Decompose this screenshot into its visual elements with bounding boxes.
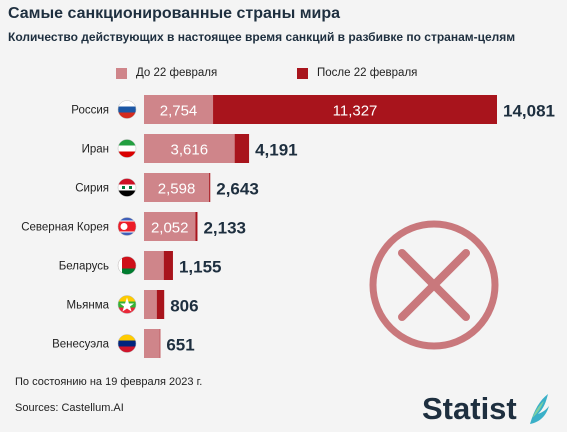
bar-label-before: 2,598 xyxy=(158,181,196,198)
category-label: Сирия xyxy=(75,183,109,195)
legend-swatch-before xyxy=(116,67,127,79)
chart-title: Самые санкционированные страны мира xyxy=(8,5,341,22)
bar-chart: Россия 2,754 11,327 14,081 Иран 3,616 4,191 Сир… xyxy=(21,95,555,358)
bar-before xyxy=(144,173,210,202)
legend-item-before: До 22 февраля xyxy=(116,67,217,79)
total-label: 1,155 xyxy=(179,258,222,277)
bar-before xyxy=(144,329,160,358)
statista-logo: Statist xyxy=(422,388,550,428)
bar-before xyxy=(144,251,164,280)
bar-after xyxy=(163,251,173,280)
bar-after xyxy=(213,95,497,124)
category-label: Беларусь xyxy=(59,261,109,273)
total-label: 2,133 xyxy=(203,219,246,238)
total-label: 2,643 xyxy=(216,180,259,199)
iran-flag-icon xyxy=(118,139,136,158)
category-label: Иран xyxy=(82,144,109,156)
category-label: Мьянма xyxy=(67,300,110,312)
total-label: 4,191 xyxy=(255,141,298,160)
total-label: 14,081 xyxy=(503,102,555,121)
bar-label-after: 11,327 xyxy=(333,103,378,120)
source-note: Sources: Castellum.AI xyxy=(15,402,124,414)
bar-before xyxy=(144,212,196,241)
belarus-flag-icon xyxy=(118,256,136,275)
cross-circle-icon xyxy=(369,220,499,350)
bar-before xyxy=(144,290,157,319)
flag-outline xyxy=(117,256,137,275)
flag-outline xyxy=(117,100,137,119)
category-label: Северная Корея xyxy=(21,222,109,234)
bar-before xyxy=(144,134,235,163)
flag-outline xyxy=(117,334,137,353)
bar-after xyxy=(195,212,198,241)
svg-text:Statist: Statist xyxy=(422,391,517,426)
legend-item-after: После 22 февраля xyxy=(297,67,417,79)
flag-outline xyxy=(117,139,137,158)
bar-after xyxy=(156,290,165,319)
category-label: Россия xyxy=(71,105,109,117)
flag-outline xyxy=(117,217,137,236)
legend-label-before: До 22 февраля xyxy=(136,67,218,79)
bar-label-before: 2,052 xyxy=(151,220,189,237)
flag-outline xyxy=(117,178,137,197)
legend-swatch-after xyxy=(297,67,308,79)
venezuela-flag-icon xyxy=(118,334,136,353)
total-label: 651 xyxy=(166,336,194,355)
bar-after xyxy=(234,134,250,163)
chart-subtitle: Количество действующих в настоящее время… xyxy=(8,30,516,44)
statista-logo-mark: Statist xyxy=(422,391,549,426)
date-note: По состоянию на 19 февраля 2023 г. xyxy=(15,376,203,388)
legend-label-after: После 22 февраля xyxy=(317,67,418,79)
flag-outline xyxy=(117,295,137,314)
myanmar-flag-icon xyxy=(118,295,136,314)
north-korea-flag-icon xyxy=(118,217,136,236)
bar-after xyxy=(159,329,161,358)
bar-before xyxy=(144,95,214,124)
bar-label-before: 2,754 xyxy=(160,103,198,120)
category-label: Венесуэла xyxy=(52,339,110,351)
bar-after xyxy=(209,173,211,202)
syria-flag-icon xyxy=(118,178,136,197)
russia-flag-icon xyxy=(118,100,136,119)
bar-label-before: 3,616 xyxy=(171,142,209,159)
total-label: 806 xyxy=(170,297,198,316)
